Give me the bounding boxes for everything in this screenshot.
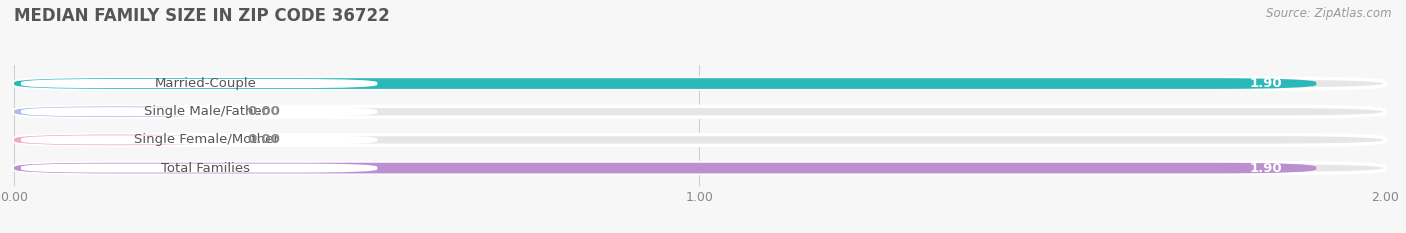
Text: 0.00: 0.00 (247, 134, 280, 146)
Text: Single Male/Father: Single Male/Father (145, 105, 267, 118)
Text: 0.00: 0.00 (247, 105, 280, 118)
FancyBboxPatch shape (21, 135, 377, 144)
FancyBboxPatch shape (14, 106, 1385, 117)
FancyBboxPatch shape (14, 78, 1316, 89)
FancyBboxPatch shape (14, 163, 1385, 173)
Text: 1.90: 1.90 (1250, 77, 1282, 90)
Text: Married-Couple: Married-Couple (155, 77, 257, 90)
FancyBboxPatch shape (21, 164, 377, 173)
FancyBboxPatch shape (21, 107, 377, 116)
FancyBboxPatch shape (14, 106, 219, 117)
FancyBboxPatch shape (14, 163, 1316, 173)
Text: MEDIAN FAMILY SIZE IN ZIP CODE 36722: MEDIAN FAMILY SIZE IN ZIP CODE 36722 (14, 7, 389, 25)
FancyBboxPatch shape (21, 79, 377, 88)
Text: Single Female/Mother: Single Female/Mother (134, 134, 278, 146)
FancyBboxPatch shape (14, 134, 219, 145)
Text: Total Families: Total Families (162, 161, 250, 175)
FancyBboxPatch shape (14, 78, 1385, 89)
Text: Source: ZipAtlas.com: Source: ZipAtlas.com (1267, 7, 1392, 20)
FancyBboxPatch shape (14, 134, 1385, 145)
Text: 1.90: 1.90 (1250, 161, 1282, 175)
